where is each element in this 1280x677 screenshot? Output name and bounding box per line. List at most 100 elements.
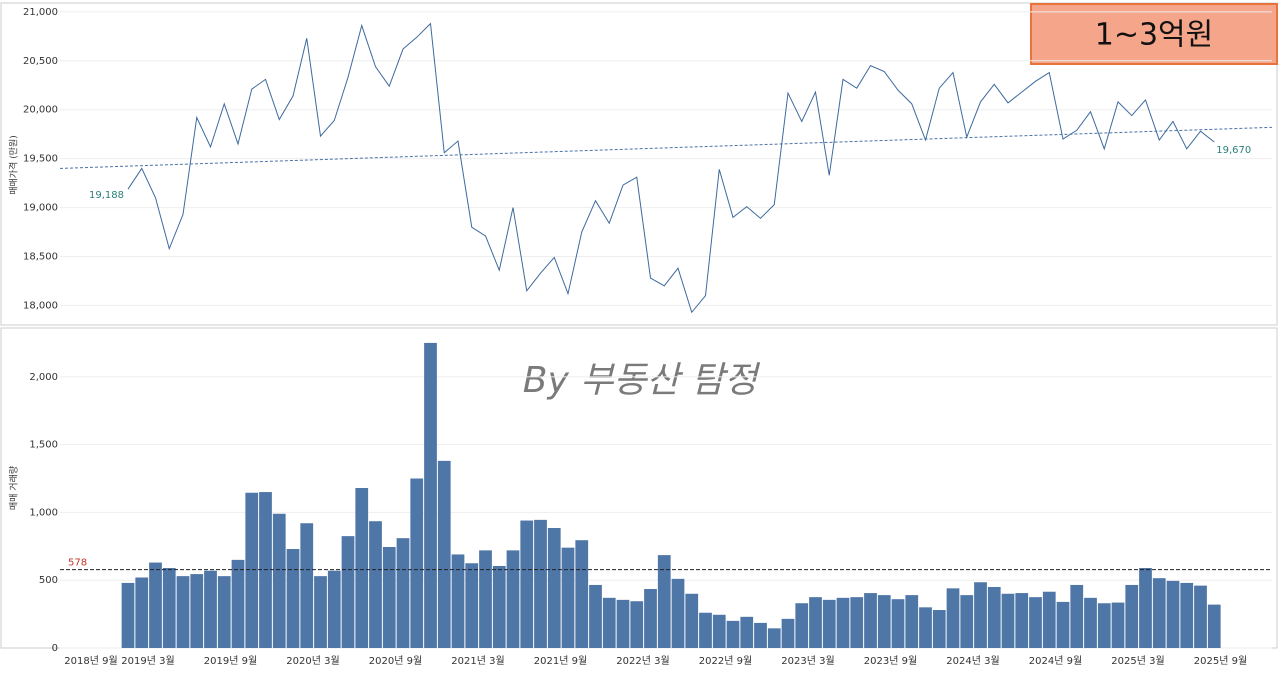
bar xyxy=(905,595,919,648)
y-tick-label: 1,000 xyxy=(29,507,58,518)
bar xyxy=(121,582,135,648)
bar xyxy=(135,577,149,648)
bar xyxy=(1001,593,1015,648)
bar xyxy=(1042,591,1056,648)
y-tick-label: 1,500 xyxy=(29,440,58,451)
x-tick-label: 2018년 9월 xyxy=(64,655,117,667)
x-tick-label: 2022년 3월 xyxy=(616,655,669,667)
bar xyxy=(561,547,575,648)
bar xyxy=(891,599,905,648)
y-tick-label: 18,500 xyxy=(23,251,58,262)
bar xyxy=(919,607,932,648)
bar xyxy=(534,519,547,648)
y-tick-label: 19,000 xyxy=(23,203,58,214)
y-tick-label: 0 xyxy=(52,643,58,654)
y-tick-label: 20,500 xyxy=(23,56,58,67)
bar xyxy=(465,563,479,648)
badge: 1~3억원 xyxy=(1095,18,1214,53)
y-axis-title: 매매 거래량 xyxy=(8,466,20,510)
bar xyxy=(575,540,589,648)
bar xyxy=(1125,584,1139,648)
y-tick-label: 18,000 xyxy=(23,300,58,311)
x-tick-label: 2019년 9월 xyxy=(204,655,257,667)
bar xyxy=(231,559,245,648)
bar xyxy=(492,565,506,648)
bar xyxy=(1139,568,1152,648)
bar xyxy=(1070,584,1084,648)
bar xyxy=(1194,585,1207,648)
bar xyxy=(217,576,231,648)
bar xyxy=(1207,604,1221,648)
x-tick-label: 2021년 9월 xyxy=(534,655,587,667)
x-tick-label: 2020년 9월 xyxy=(369,655,422,667)
bar xyxy=(616,599,630,648)
bar xyxy=(204,570,217,648)
bar xyxy=(1056,601,1070,648)
value-label: 19,188 xyxy=(89,190,124,201)
bar xyxy=(671,578,685,648)
x-tick-label: 2025년 3월 xyxy=(1111,655,1164,667)
y-tick-label: 20,000 xyxy=(23,105,58,116)
bar xyxy=(644,589,657,648)
bar xyxy=(341,536,355,648)
bar xyxy=(369,521,382,648)
bar xyxy=(754,622,767,648)
price-line xyxy=(127,22,1215,314)
x-tick-label: 2024년 9월 xyxy=(1029,655,1082,667)
bar xyxy=(877,595,891,648)
bar xyxy=(946,588,960,648)
x-tick-label: 2023년 9월 xyxy=(864,655,917,667)
x-tick-label: 2022년 9월 xyxy=(699,655,752,667)
badge-box xyxy=(1030,3,1278,65)
bar xyxy=(520,520,534,648)
bar xyxy=(162,568,176,648)
bar xyxy=(1029,597,1042,648)
value-label: 19,670 xyxy=(1216,145,1251,156)
bar xyxy=(1084,597,1097,648)
bar xyxy=(396,538,410,648)
y-tick-label: 21,000 xyxy=(23,7,58,18)
bar xyxy=(809,597,822,648)
bar xyxy=(685,593,699,648)
bar xyxy=(822,599,836,648)
bar xyxy=(355,488,369,648)
bar xyxy=(190,574,204,648)
reference-label: 578 xyxy=(68,558,87,569)
panel-top xyxy=(0,2,1278,326)
bar xyxy=(726,620,740,648)
bar xyxy=(410,478,424,648)
bar xyxy=(314,576,327,648)
y-tick-label: 2,000 xyxy=(29,372,58,383)
bar xyxy=(781,618,795,648)
bar xyxy=(712,614,726,648)
bar xyxy=(272,513,286,648)
bar xyxy=(740,616,754,648)
bar xyxy=(286,549,300,648)
bar xyxy=(176,576,190,648)
trend-line xyxy=(59,126,1273,169)
y-tick-label: 500 xyxy=(39,575,58,586)
bar xyxy=(630,601,644,648)
y-axis-title: 매매가격 (만원) xyxy=(8,135,20,195)
bar xyxy=(699,612,712,648)
bar xyxy=(987,586,1001,648)
bar xyxy=(1166,580,1180,648)
bar xyxy=(657,555,671,648)
bar xyxy=(864,593,877,648)
bar xyxy=(437,460,451,648)
x-tick-label: 2021년 3월 xyxy=(451,655,504,667)
x-tick-label: 2024년 3월 xyxy=(946,655,999,667)
bar xyxy=(506,550,520,648)
bar xyxy=(479,550,492,648)
bar xyxy=(960,595,974,648)
bar xyxy=(589,584,602,648)
bar xyxy=(767,628,781,648)
y-tick-label: 19,500 xyxy=(23,154,58,165)
bar xyxy=(850,597,864,648)
x-tick-label: 2025년 9월 xyxy=(1194,655,1247,667)
bar xyxy=(300,523,314,648)
bar xyxy=(424,342,437,648)
watermark: By 부동산 탐정 xyxy=(523,360,761,401)
x-tick-label: 2019년 3월 xyxy=(121,655,174,667)
